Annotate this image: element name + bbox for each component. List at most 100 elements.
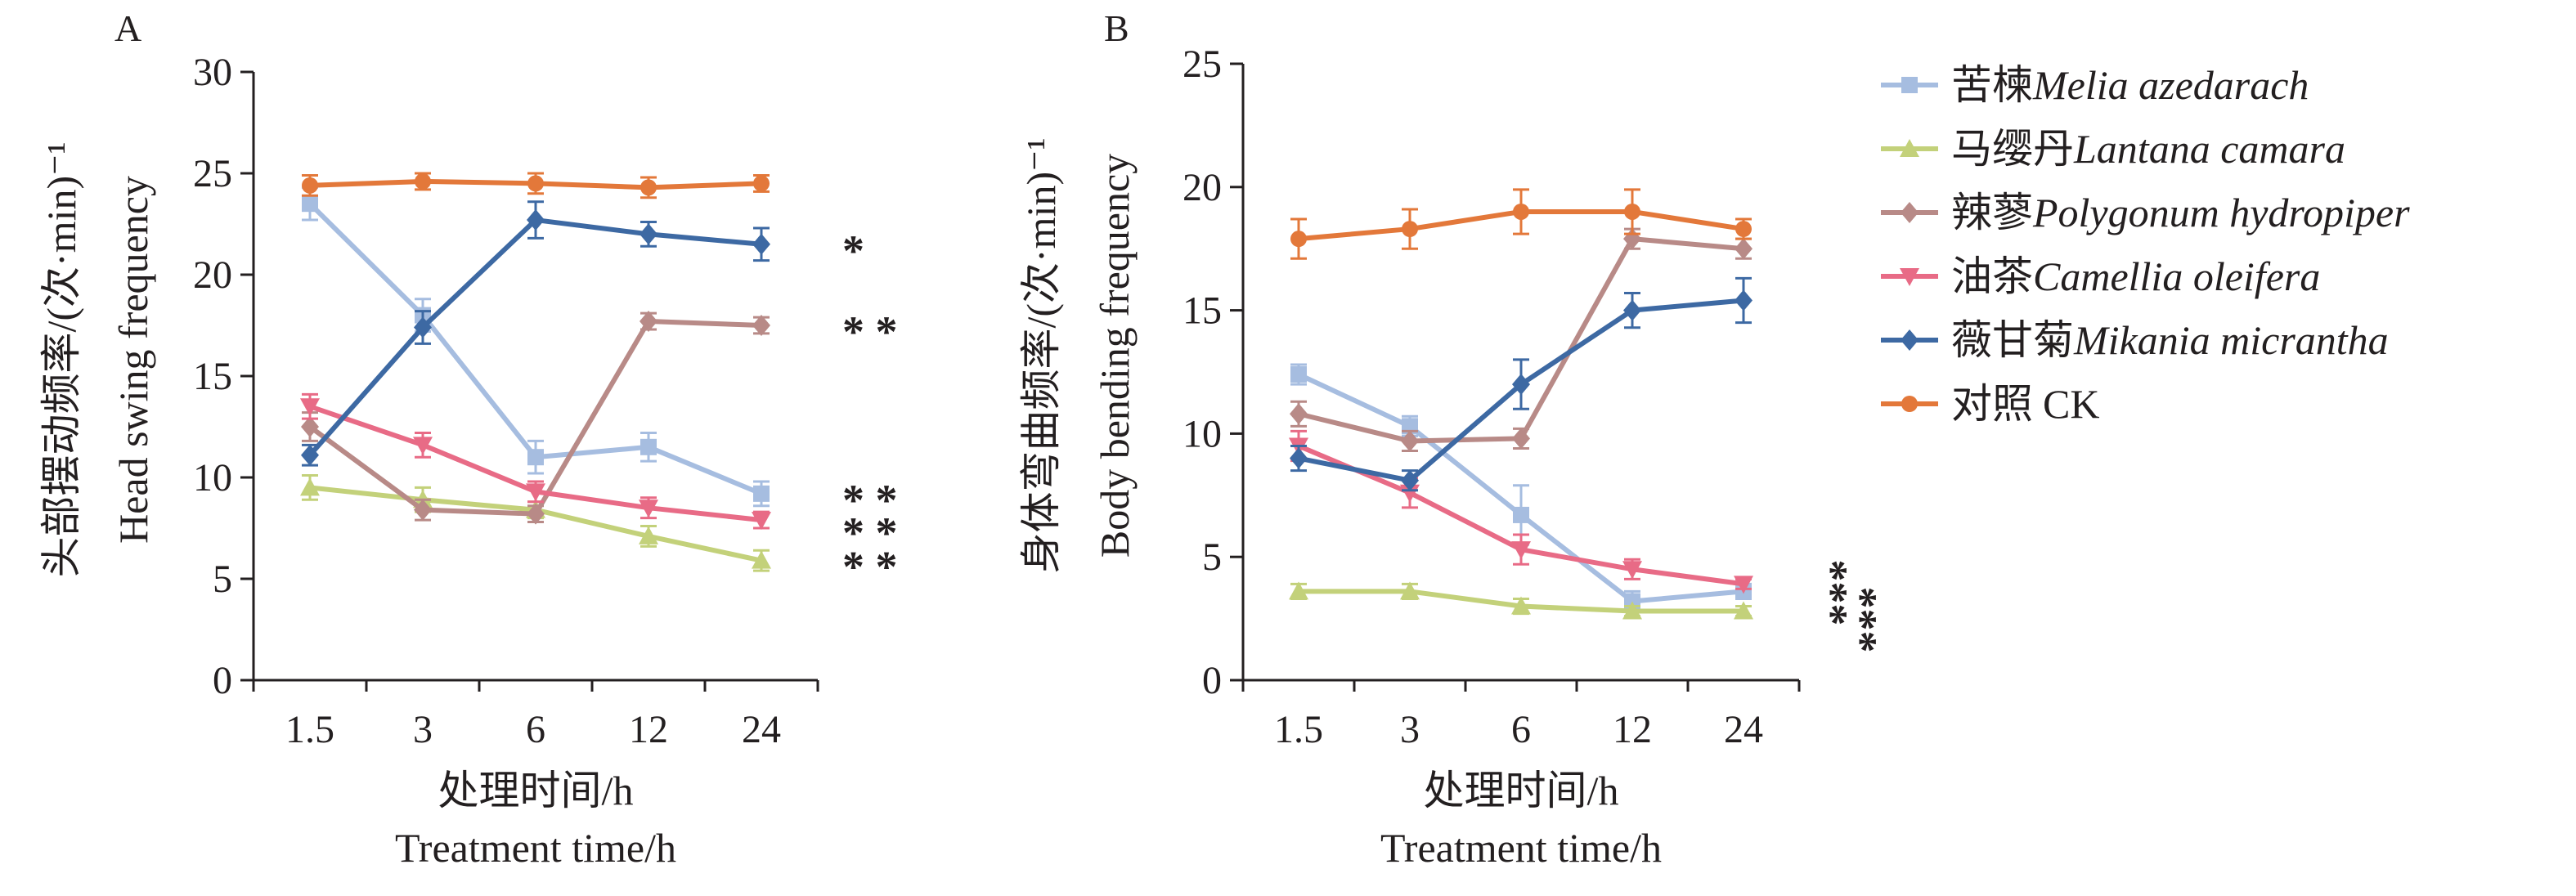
panel-b: B 0 5 10 15 20 25 1.5 3 6 12 24 处理时间/h Treatment time…: [1018, 7, 1886, 871]
legend-label: 辣蓼Polygonum hydropiper: [1951, 190, 2410, 235]
y-tick-label: 5: [1202, 535, 1222, 579]
data-point: [1735, 238, 1752, 260]
data-point: [1624, 203, 1640, 220]
y-tick-label: 5: [213, 558, 232, 601]
data-point: [413, 437, 433, 455]
legend-item-mikania-micrantha: 薇甘菊Mikania micrantha: [1881, 317, 2389, 363]
data-point: [640, 311, 657, 333]
panel-a: A 0 5 10 15 20 25 30 1.5 3 6 12 24 处理时间/h Treatment ti…: [38, 7, 898, 871]
x-tick-label: 1.5: [1274, 708, 1323, 751]
y-tick-label: 0: [1202, 659, 1222, 702]
data-point: [527, 175, 544, 192]
legend-marker: [1900, 139, 1919, 157]
legend-marker: [1901, 77, 1918, 93]
x-tick-label: 1.5: [285, 708, 334, 751]
data-point: [1512, 374, 1530, 396]
x-tick-label: 3: [413, 708, 433, 751]
data-point: [300, 398, 320, 417]
data-point: [1290, 366, 1307, 383]
x-tick-label: 6: [526, 708, 545, 751]
series-polygonum-hydropiper: [301, 311, 770, 525]
significance-marker: * *: [842, 508, 898, 558]
data-point: [753, 485, 770, 502]
data-point: [639, 526, 658, 544]
significance-marker: ***: [1807, 559, 1856, 625]
legend-label-latin: Lantana camara: [2073, 126, 2345, 172]
x-axis-title-zh: 处理时间/h: [1424, 768, 1619, 813]
series-mikania-micrantha: [1290, 276, 1752, 492]
data-point: [1289, 581, 1308, 600]
significance-marker: * *: [842, 476, 898, 525]
y-tick-label: 25: [1183, 43, 1222, 86]
x-tick-label: 24: [742, 708, 781, 751]
data-point: [301, 416, 319, 437]
y-tick-label: 20: [193, 253, 232, 297]
legend-label: 马缨丹Lantana camara: [1951, 126, 2345, 172]
significance-marker: * *: [842, 543, 898, 592]
data-point: [527, 209, 545, 231]
data-point: [1511, 596, 1531, 615]
data-point: [415, 172, 431, 190]
legend-label: 苦楝Melia azedarach: [1951, 62, 2309, 108]
data-point: [1622, 561, 1642, 580]
data-point: [301, 444, 319, 466]
x-tick-label: 12: [629, 708, 668, 751]
series-mikania-micrantha: [301, 200, 770, 467]
y-tick-label: 10: [1183, 412, 1222, 455]
legend-item-polygonum-hydropiper: 辣蓼Polygonum hydropiper: [1881, 190, 2410, 235]
data-point: [752, 512, 771, 531]
data-point: [414, 316, 432, 338]
y-axis-title-en: Head swing frequency: [110, 176, 156, 544]
data-point: [1623, 299, 1641, 321]
data-point: [1735, 289, 1752, 311]
panel-label: A: [114, 7, 141, 49]
data-point: [1290, 231, 1307, 248]
legend-marker: [1900, 268, 1919, 286]
y-axis-title-zh: 头部摆动频率/(次·min)⁻¹: [38, 141, 84, 577]
series-camellia-oleifera: [1289, 429, 1753, 594]
legend-label: 油茶Camellia oleifera: [1951, 253, 2320, 299]
data-point: [1401, 430, 1419, 452]
series-lantana-camara: [1289, 581, 1753, 620]
legend-label-zh: 辣蓼: [1951, 190, 2033, 235]
significance-marker: * *: [842, 307, 898, 356]
x-tick-label: 12: [1613, 708, 1652, 751]
y-tick-label: 0: [213, 659, 232, 702]
data-point: [1735, 221, 1752, 238]
data-point: [1622, 601, 1642, 620]
data-point: [1401, 469, 1419, 491]
y-axis-title-zh: 身体弯曲频率/(次·min)⁻¹: [1018, 137, 1064, 573]
data-point: [752, 233, 770, 255]
series-camellia-oleifera: [300, 392, 771, 531]
legend-label-zh: 马缨丹: [1951, 126, 2074, 172]
data-point: [639, 500, 658, 518]
legend: 苦楝Melia azedarach 马缨丹Lantana camara 辣蓼Poly…: [1881, 62, 2410, 427]
data-point: [527, 449, 544, 466]
data-point: [302, 177, 318, 194]
y-tick-label: 15: [1183, 289, 1222, 333]
x-axis-title-en: Treatment time/h: [395, 825, 676, 871]
data-point: [527, 503, 545, 525]
x-axis-title-en: Treatment time/h: [1380, 825, 1662, 871]
series-line: [307, 217, 762, 457]
data-point: [1400, 581, 1420, 600]
legend-marker: [1901, 329, 1919, 351]
legend-label-zh: 苦楝: [1951, 62, 2033, 108]
legend-label-latin: Polygonum hydropiper: [2032, 190, 2410, 235]
data-point: [640, 179, 657, 196]
significance-marker: ***: [1837, 587, 1886, 653]
series-ck: [1290, 188, 1752, 260]
series-line: [1298, 236, 1744, 444]
legend-label: 薇甘菊Mikania micrantha: [1951, 317, 2389, 363]
data-point: [1512, 428, 1530, 450]
legend-item-lantana-camara: 马缨丹Lantana camara: [1881, 126, 2345, 172]
data-point: [752, 315, 770, 336]
legend-item-camellia-oleifera: 油茶Camellia oleifera: [1881, 253, 2320, 299]
significance-marker: *: [842, 226, 864, 276]
series-ck: [302, 172, 770, 199]
legend-marker: [1901, 202, 1919, 223]
data-point: [300, 477, 320, 496]
data-point: [1511, 541, 1531, 560]
legend-label-latin: Mikania micrantha: [2073, 317, 2389, 363]
